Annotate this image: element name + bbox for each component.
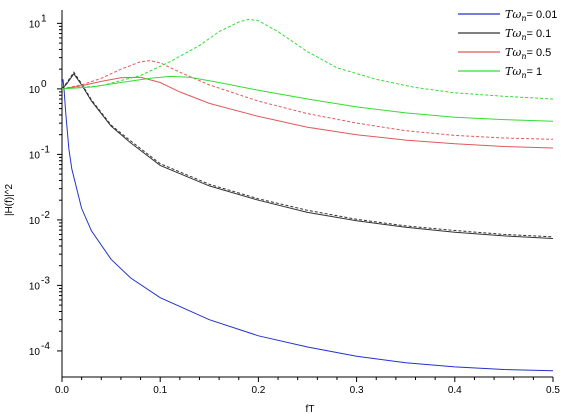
y-tick-exponent: -4 <box>41 341 50 352</box>
legend-label: Tωn= 0.01 <box>505 8 557 23</box>
series-3-dashed-line <box>61 18 554 100</box>
x-tick-label: 0.2 <box>251 385 265 396</box>
x-axis-label: fT <box>306 404 315 415</box>
y-tick-exponent: -3 <box>41 275 50 286</box>
y-tick-exponent: -1 <box>41 144 50 155</box>
y-tick-exponent: 1 <box>41 13 47 24</box>
legend-label: Tωn= 0.5 <box>505 46 551 61</box>
x-tick-label: 0.3 <box>350 385 364 396</box>
series-1-solid-line <box>61 72 554 239</box>
x-tick-label: 0.5 <box>546 385 560 396</box>
series-3-solid-line <box>61 75 554 122</box>
y-tick-label: 10 <box>29 85 41 96</box>
legend-label: Tωn= 0.1 <box>505 27 551 42</box>
y-axis-label: |H(f)|^2 <box>4 184 15 217</box>
y-tick-label: 10 <box>29 150 41 161</box>
y-tick-label: 10 <box>29 347 41 358</box>
plot-lines <box>61 18 554 372</box>
series-2-solid-line <box>61 76 554 149</box>
y-tick-exponent: -2 <box>41 210 50 221</box>
x-tick-label: 0.0 <box>55 385 69 396</box>
y-tick-label: 10 <box>29 281 41 292</box>
series-1-dashed-line <box>61 71 554 238</box>
x-tick-label: 0.4 <box>448 385 462 396</box>
y-tick-exponent: 0 <box>41 79 47 90</box>
series-0-solid-line <box>61 79 554 372</box>
legend-label: Tωn= 1 <box>505 65 542 80</box>
y-tick-label: 10 <box>29 216 41 227</box>
y-tick-label: 10 <box>29 19 41 30</box>
x-tick-label: 0.1 <box>153 385 167 396</box>
legend: Tωn= 0.01 Tωn= 0.1 Tωn= 0.5 Tωn= 1 <box>458 8 557 80</box>
